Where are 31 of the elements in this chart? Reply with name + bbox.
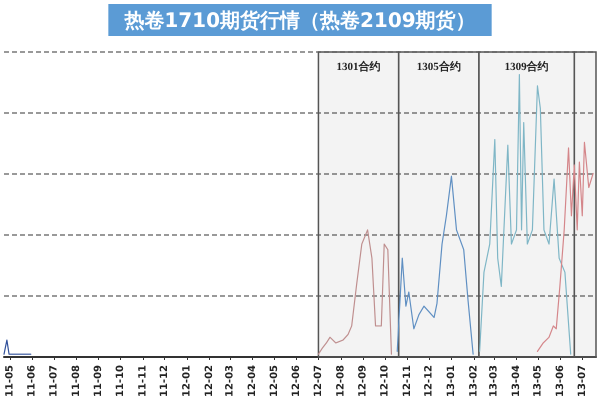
x-tick-label: 12-04 <box>247 364 258 397</box>
x-tick-label: 12-08 <box>335 364 346 397</box>
x-tick-label: 13-01 <box>446 364 457 397</box>
x-tick-label: 11-09 <box>93 364 104 397</box>
x-tick-label: 12-10 <box>379 364 390 397</box>
x-tick-label: 12-07 <box>312 364 324 397</box>
x-tick-label: 12-01 <box>181 364 192 397</box>
band-label: 1305合约 <box>416 60 461 73</box>
x-tick-label: 13-04 <box>510 364 522 397</box>
x-tick-label: 13-05 <box>532 364 544 397</box>
x-tick-label: 13-06 <box>555 364 566 397</box>
x-tick-label: 13-03 <box>488 364 500 397</box>
x-tick-label: 12-11 <box>402 364 413 397</box>
x-tick-label: 11-07 <box>48 364 60 397</box>
band-label: 1301合约 <box>336 60 381 73</box>
x-tick-label: 12-06 <box>291 364 302 397</box>
x-tick-label: 13-07 <box>576 364 588 397</box>
x-tick-label: 12-09 <box>358 364 369 397</box>
x-tick-label: 11-11 <box>137 364 148 397</box>
band-label: 1309合约 <box>504 60 549 73</box>
x-tick-label: 12-03 <box>224 364 236 397</box>
x-tick-label: 11-12 <box>158 364 170 397</box>
x-tick-label: 12-05 <box>268 364 280 397</box>
x-tick-label: 11-10 <box>114 364 126 397</box>
x-tick-label: 12-12 <box>424 364 435 397</box>
x-tick-label: 11-08 <box>70 364 82 397</box>
x-tick-label: 13-02 <box>468 364 480 397</box>
x-tick-label: 11-05 <box>4 364 16 397</box>
chart-title: 热卷1710期货行情（热卷2109期货） <box>123 8 476 32</box>
x-tick-label: 12-02 <box>204 364 215 397</box>
x-tick-label: 11-06 <box>26 364 38 397</box>
